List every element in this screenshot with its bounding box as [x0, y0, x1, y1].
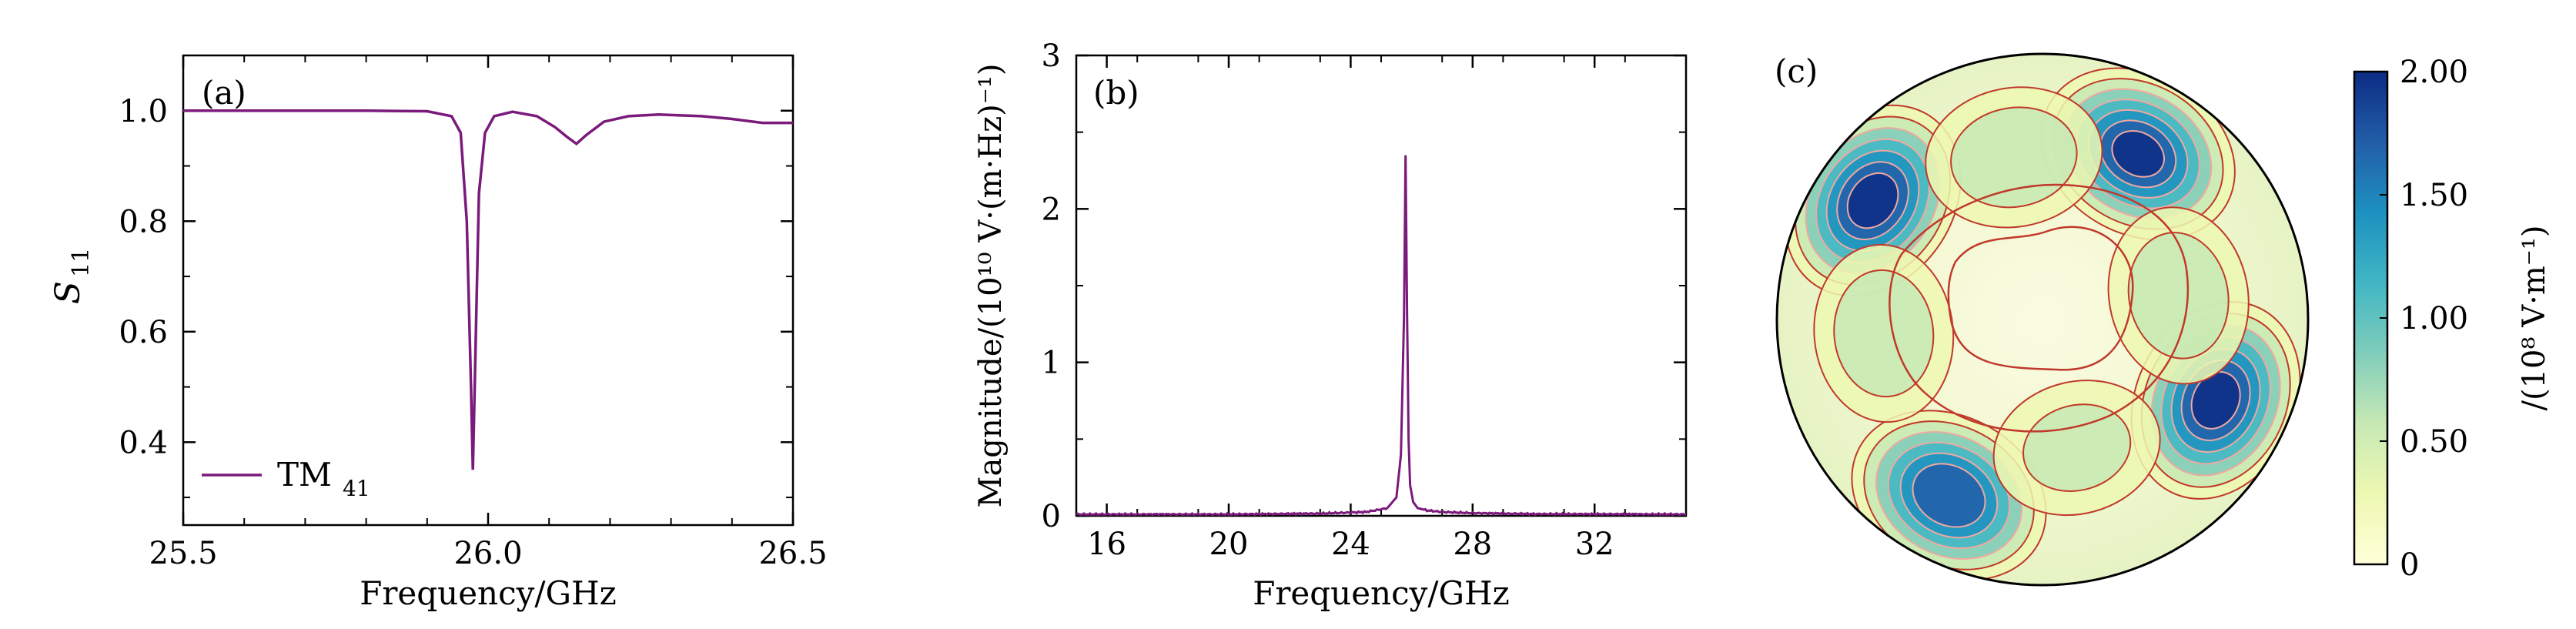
- panel-c: (c) 0 0.50 1.00 1.50 2.00 /(10⁸ V·m⁻¹): [1775, 52, 2552, 587]
- panel-c-hotspot-contour: [1912, 463, 1986, 528]
- panel-c-hotspot-contour: [1833, 269, 1935, 398]
- panel-b-ylabel: Magnitude/(10¹⁰ V·(m·Hz)⁻¹): [973, 63, 1009, 507]
- a-xtick-label: 26.5: [758, 536, 827, 571]
- panel-c-hotspot-contour: [1950, 106, 2078, 209]
- panel-a-series-line: [183, 109, 793, 470]
- panel-a-legend: TM 41: [202, 456, 370, 501]
- panel-c-hotspot-contour: [2111, 130, 2165, 178]
- panel-b-label: (b): [1093, 74, 1139, 112]
- a-ytick-label: 0.8: [119, 204, 168, 239]
- colorbar-tick-label: 1.00: [2400, 301, 2468, 336]
- b-ytick-label: 0: [1042, 499, 1061, 534]
- panel-c-center-contours: [1889, 183, 2190, 433]
- panel-a-ylabel-sub: 11: [68, 248, 95, 277]
- colorbar-ticks: [2380, 71, 2387, 565]
- panel-c-hotspot-contour: [1846, 172, 1899, 229]
- panel-c-label: (c): [1775, 52, 1818, 90]
- b-xtick-label: 28: [1453, 527, 1492, 562]
- b-xtick-label: 32: [1575, 527, 1614, 562]
- b-xtick-label: 16: [1087, 527, 1126, 562]
- colorbar-tick-label: 0.50: [2400, 424, 2468, 460]
- panel-c-hotspot-contour: [2127, 232, 2230, 360]
- a-ytick-label: 1.0: [119, 94, 168, 129]
- colorbar-tick-label: 1.50: [2400, 178, 2468, 213]
- panel-a-ylabel-main: S: [49, 281, 88, 304]
- panel-b-ticks: [1076, 54, 1687, 517]
- b-ytick-label: 3: [1042, 38, 1061, 74]
- panel-a-label: (a): [202, 74, 246, 112]
- panel-a-ticks: [182, 55, 795, 525]
- b-xtick-label: 20: [1209, 527, 1249, 562]
- panel-b-frame: [1075, 54, 1688, 517]
- colorbar-tick-labels: 0 0.50 1.00 1.50 2.00: [2400, 55, 2468, 583]
- b-xtick-label: 24: [1331, 527, 1370, 562]
- panel-a-ytick-labels: 0.4 0.6 0.8 1.0: [119, 94, 168, 461]
- a-ytick-label: 0.4: [119, 425, 168, 460]
- panel-c-hotspot-contour: [2190, 371, 2241, 430]
- panel-a: 25.5 26.0 26.5 0.4 0.6 0.8 1.0 (a) Frequency/…: [49, 54, 828, 612]
- panel-c-boundary: [1775, 52, 2310, 587]
- panel-c-center-contour-outer: [1889, 183, 2190, 433]
- panel-c-hotspot-contour: [2022, 403, 2132, 492]
- a-ytick-label: 0.6: [119, 315, 168, 350]
- colorbar-label: /(10⁸ V·m⁻¹): [2517, 225, 2552, 410]
- panel-a-xlabel: Frequency/GHz: [360, 574, 617, 612]
- panel-c-center-contour-inner: [1947, 226, 2134, 371]
- panel-b-xtick-labels: 16 20 24 28 32: [1087, 527, 1614, 562]
- panel-a-ylabel: S 11: [49, 248, 95, 304]
- panel-a-legend-main: TM: [277, 456, 332, 493]
- a-xtick-label: 26.0: [453, 536, 522, 571]
- panel-a-xtick-labels: 25.5 26.0 26.5: [149, 536, 827, 571]
- colorbar-tick-label: 0: [2400, 547, 2419, 583]
- panel-b-xlabel: Frequency/GHz: [1253, 574, 1510, 612]
- panel-b-series-line: [1076, 155, 1686, 516]
- colorbar-tick-label: 2.00: [2400, 55, 2468, 90]
- panel-b-ytick-labels: 0 1 2 3: [1042, 38, 1061, 534]
- panel-b: 16 20 24 28 32 0 1 2 3 (b) Frequency/GHz Magnit…: [973, 38, 1688, 612]
- b-ytick-label: 1: [1042, 346, 1061, 381]
- panel-a-legend-sub: 41: [343, 476, 370, 501]
- b-ytick-label: 2: [1042, 192, 1061, 227]
- a-xtick-label: 25.5: [149, 536, 217, 571]
